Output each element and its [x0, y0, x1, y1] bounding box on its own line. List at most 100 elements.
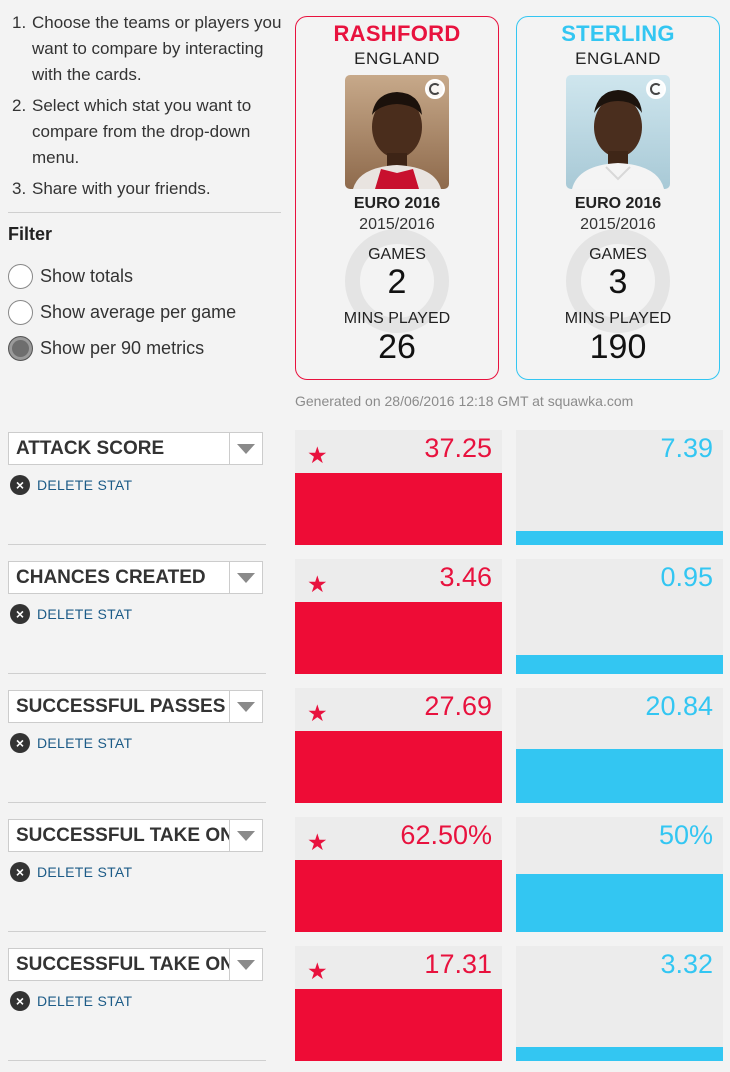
stat-bar-right — [516, 749, 723, 803]
star-icon: ★ — [307, 958, 328, 984]
stat-value-left: 27.69 — [424, 691, 492, 721]
mins-value: 190 — [589, 328, 647, 366]
stat-value-left: 37.25 — [424, 433, 492, 463]
star-icon: ★ — [307, 700, 328, 726]
filter-divider — [8, 212, 281, 213]
player-country: ENGLAND — [354, 49, 440, 68]
stat-row: SUCCESSFUL TAKE ONS × DELETE STAT ★ 17.3… — [0, 946, 730, 1072]
player-card-rashford[interactable]: RASHFORD ENGLAND EURO 2016 2015/2016 GAM… — [295, 16, 499, 380]
stat-panel-left: ★ 17.31 — [295, 946, 502, 1061]
star-icon: ★ — [307, 571, 328, 597]
stat-panel-right: 7.39 — [516, 430, 723, 545]
stat-panel-right: 3.32 — [516, 946, 723, 1061]
competition-label: EURO 2016 — [574, 195, 662, 212]
season-label: 2015/2016 — [359, 216, 435, 233]
radio-button[interactable] — [8, 299, 33, 325]
chevron-down-icon[interactable] — [229, 690, 262, 723]
stat-dropdown-value: SUCCESSFUL TAKE ONS — [16, 824, 229, 846]
stat-panel-left: ★ 37.25 — [295, 430, 502, 545]
delete-stat-label: DELETE STAT — [37, 477, 133, 493]
instruction-text: Select which stat you want to compare fr… — [32, 96, 252, 167]
stat-divider — [8, 544, 266, 545]
stat-value-right: 50% — [658, 820, 713, 850]
stat-dropdown[interactable]: SUCCESSFUL PASSES — [8, 690, 263, 723]
stat-panel-right: 20.84 — [516, 688, 723, 803]
player-card-sterling[interactable]: STERLING ENGLAND EURO 2016 2015/2016 GAM… — [516, 16, 720, 380]
stat-value-right: 3.32 — [660, 949, 713, 979]
stat-value-right: 7.39 — [660, 433, 713, 463]
filter-option-per90[interactable]: Show per 90 metrics — [8, 334, 204, 362]
stat-panel-left: ★ 3.46 — [295, 559, 502, 674]
instructions-list: 1. Choose the teams or players you want t… — [12, 10, 282, 207]
games-value: 2 — [387, 263, 407, 301]
close-icon: × — [10, 991, 30, 1011]
stat-dropdown[interactable]: SUCCESSFUL TAKE ONS — [8, 819, 263, 852]
star-icon: ★ — [307, 829, 328, 855]
filter-option-average[interactable]: Show average per game — [8, 298, 236, 326]
stat-panel-right: 50% — [516, 817, 723, 932]
season-label: 2015/2016 — [580, 216, 656, 233]
stat-bar-right — [516, 1047, 723, 1061]
stat-divider — [8, 673, 266, 674]
delete-stat-label: DELETE STAT — [37, 606, 133, 622]
delete-stat-button[interactable]: × DELETE STAT — [10, 733, 132, 753]
stat-bar-left — [295, 731, 502, 803]
stat-dropdown-value: ATTACK SCORE — [16, 437, 165, 459]
stat-bar-right — [516, 655, 723, 674]
stat-divider — [8, 1060, 266, 1061]
radio-label: Show average per game — [40, 301, 237, 322]
chevron-down-icon[interactable] — [229, 819, 262, 852]
delete-stat-button[interactable]: × DELETE STAT — [10, 604, 132, 624]
instruction-item: 3. Share with your friends. — [12, 179, 211, 198]
close-icon: × — [10, 862, 30, 882]
games-label: GAMES — [589, 246, 647, 263]
stat-dropdown[interactable]: CHANCES CREATED — [8, 561, 263, 594]
player-country: ENGLAND — [575, 49, 661, 68]
player-name: STERLING — [561, 21, 675, 46]
close-icon: × — [10, 475, 30, 495]
stat-row: SUCCESSFUL PASSES × DELETE STAT ★ 27.69 … — [0, 688, 730, 817]
stat-dropdown[interactable]: SUCCESSFUL TAKE ONS — [8, 948, 263, 981]
competition-label: EURO 2016 — [353, 195, 441, 212]
stat-dropdown-value: CHANCES CREATED — [16, 566, 206, 588]
stat-row: SUCCESSFUL TAKE ONS × DELETE STAT ★ 62.5… — [0, 817, 730, 946]
stat-value-left: 17.31 — [424, 949, 492, 979]
stat-bar-left — [295, 602, 502, 674]
radio-label: Show totals — [40, 265, 134, 286]
stat-bar-left — [295, 473, 502, 545]
stat-divider — [8, 931, 266, 932]
stat-dropdown-value: SUCCESSFUL PASSES — [16, 695, 226, 717]
stat-value-right: 20.84 — [645, 691, 713, 721]
games-label: GAMES — [368, 246, 426, 263]
stat-value-right: 0.95 — [660, 562, 713, 592]
delete-stat-label: DELETE STAT — [37, 735, 133, 751]
instruction-text: Choose the teams or players you want to … — [32, 13, 282, 84]
radio-label: Show per 90 metrics — [40, 337, 205, 358]
radio-button[interactable] — [8, 263, 33, 289]
mins-label: MINS PLAYED — [343, 310, 451, 327]
stat-panel-right: 0.95 — [516, 559, 723, 674]
player-name: RASHFORD — [333, 21, 461, 46]
chevron-down-icon[interactable] — [229, 561, 262, 594]
filter-title: Filter — [8, 224, 53, 244]
stat-bar-left — [295, 860, 502, 932]
instruction-text: Share with your friends. — [32, 179, 211, 198]
stat-value-left: 62.50% — [400, 820, 492, 850]
filter-option-totals[interactable]: Show totals — [8, 262, 133, 290]
mins-label: MINS PLAYED — [564, 310, 672, 327]
mins-value: 26 — [378, 328, 416, 366]
delete-stat-button[interactable]: × DELETE STAT — [10, 991, 132, 1011]
star-icon: ★ — [307, 442, 328, 468]
chevron-down-icon[interactable] — [229, 948, 262, 981]
delete-stat-label: DELETE STAT — [37, 993, 133, 1009]
delete-stat-button[interactable]: × DELETE STAT — [10, 475, 132, 495]
delete-stat-button[interactable]: × DELETE STAT — [10, 862, 132, 882]
stat-bar-left — [295, 989, 502, 1061]
stat-dropdown[interactable]: ATTACK SCORE — [8, 432, 263, 465]
player-photo — [566, 75, 670, 189]
chevron-down-icon[interactable] — [229, 432, 262, 465]
stat-bar-right — [516, 874, 723, 932]
close-icon: × — [10, 733, 30, 753]
radio-button-checked[interactable] — [8, 335, 33, 361]
squawka-logo-icon — [646, 79, 666, 99]
